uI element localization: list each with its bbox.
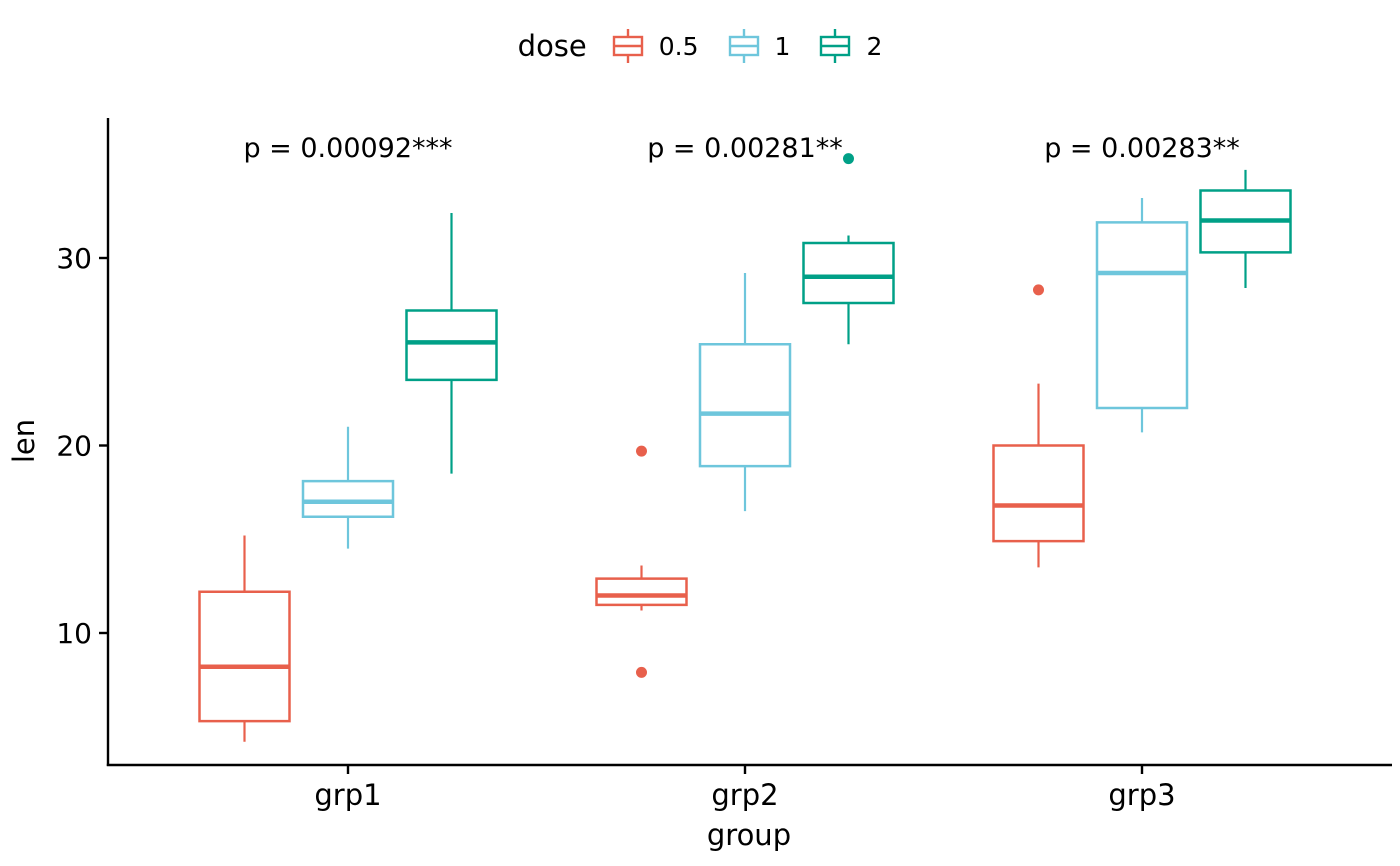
legend-item-label: 1 [774, 31, 791, 61]
y-tick-label: 10 [56, 617, 92, 650]
box-grp1-dose1 [301, 479, 395, 518]
legend-item-dose-2: 2 [816, 26, 882, 66]
p-value-annotation: p = 0.00283** [1044, 133, 1240, 164]
box-grp1-dose2 [405, 309, 498, 382]
outlier-dot-grp2-dose2 [843, 153, 854, 165]
boxplot-key-icon [728, 29, 759, 63]
p-value-annotation: p = 0.00281** [647, 133, 843, 164]
y-tick-label: 30 [56, 242, 92, 275]
box-grp2-dose1 [698, 343, 792, 468]
legend-item-label: 0.5 [658, 31, 699, 61]
legend-items: 0.5 1 2 [609, 26, 882, 66]
x-tick-label: grp2 [711, 778, 778, 812]
outlier-dot-grp2-dose0.5 [636, 666, 647, 678]
legend-item-label: 2 [866, 31, 883, 61]
y-tick-label: 20 [56, 430, 92, 463]
box-grp3-dose0.5 [992, 444, 1085, 543]
boxplot-key-icon [612, 29, 643, 63]
legend: dose 0.5 1 2 [0, 26, 1400, 66]
p-value-annotation: p = 0.00092*** [243, 133, 452, 164]
box-grp2-dose2 [802, 241, 895, 305]
box-grp3-dose1 [1095, 221, 1189, 410]
boxplot-key-icon [820, 29, 851, 63]
legend-title: dose [517, 29, 587, 63]
legend-item-dose-0.5: 0.5 [609, 26, 699, 66]
outlier-dot-grp2-dose0.5 [636, 445, 647, 457]
legend-item-dose-1: 1 [725, 26, 791, 66]
y-axis-title: len [7, 419, 41, 463]
outlier-dot-grp3-dose0.5 [1033, 284, 1044, 296]
x-tick-label: grp3 [1108, 778, 1175, 812]
x-tick-label: grp1 [314, 778, 381, 812]
x-axis-title: group [707, 818, 791, 852]
box-grp1-dose0.5 [198, 590, 291, 723]
box-grp2-dose0.5 [595, 577, 688, 607]
